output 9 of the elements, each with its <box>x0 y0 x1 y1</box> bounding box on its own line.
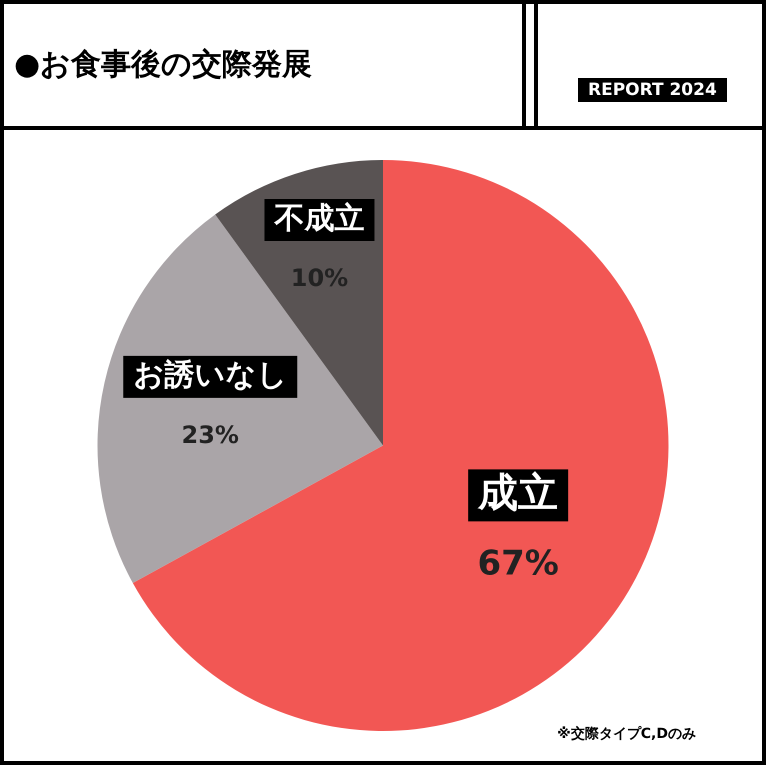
slice-label: お誘いなし <box>133 358 288 393</box>
text: ※交際タイプC,Dのみ <box>557 725 696 743</box>
chart-title: ●お食事後の交際発展 <box>14 4 526 126</box>
data-label: 67% <box>477 543 559 584</box>
slice-label: 不成立 <box>273 200 364 236</box>
slice-label: 成立 <box>477 470 558 516</box>
data-label: 23% <box>182 421 239 450</box>
text: REPORT 2024 <box>578 78 727 102</box>
data-label: 10% <box>290 264 348 292</box>
